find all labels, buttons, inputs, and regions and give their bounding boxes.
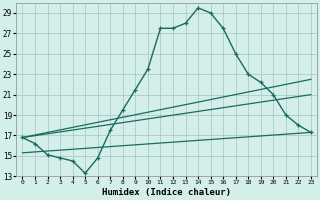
X-axis label: Humidex (Indice chaleur): Humidex (Indice chaleur) (102, 188, 231, 197)
